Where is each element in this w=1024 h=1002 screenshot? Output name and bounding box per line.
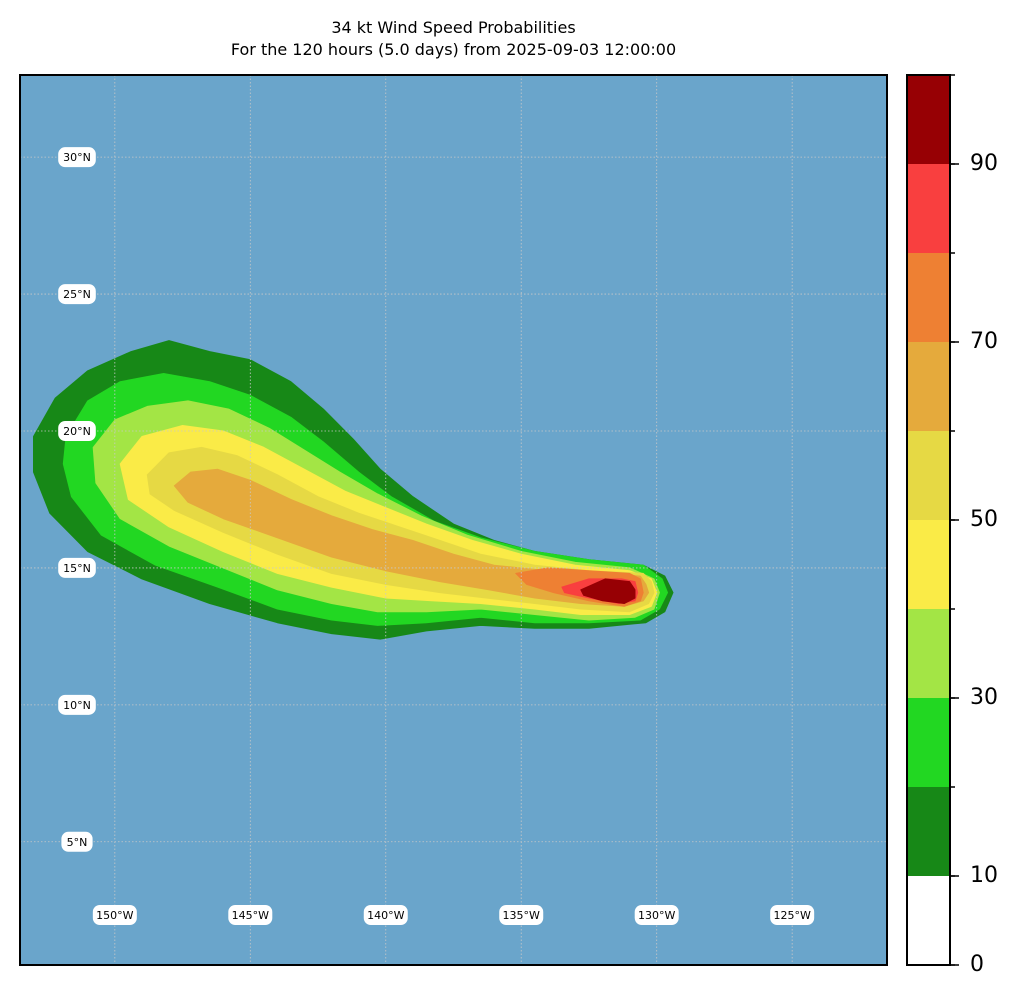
coordinate-labels: 30°N 25°N 20°N 15°N 10°N 5°N 150°W 145°W 140°W 13… <box>58 147 815 925</box>
colorbar-segment <box>907 787 950 876</box>
lon-label-box <box>634 905 679 925</box>
contour-90 <box>580 578 636 604</box>
lat-label-box <box>58 421 96 441</box>
lon-label-box <box>499 905 544 925</box>
colorbar-segment <box>907 698 950 787</box>
lon-label: 130°W <box>638 909 675 922</box>
lon-label: 135°W <box>503 909 540 922</box>
lat-label: 5°N <box>67 836 88 849</box>
colorbar-tick-label: 30 <box>970 685 998 710</box>
colorbar-tick-label: 10 <box>970 863 998 888</box>
colorbar-tick-label: 50 <box>970 507 998 532</box>
colorbar-tick-label: 0 <box>970 952 984 977</box>
lon-label: 125°W <box>773 909 810 922</box>
lat-label: 15°N <box>63 562 91 575</box>
lat-label-box <box>58 147 96 168</box>
map-frame <box>19 74 888 966</box>
lon-label: 140°W <box>367 909 404 922</box>
lon-label-box <box>770 905 815 925</box>
colorbar-segment <box>907 75 950 164</box>
colorbar-segment <box>907 253 950 342</box>
colorbar-tick-label: 70 <box>970 329 998 354</box>
colorbar-segment <box>907 876 950 965</box>
colorbar-segment <box>907 431 950 520</box>
lat-label-box <box>61 831 93 852</box>
colorbar-segment <box>907 164 950 253</box>
lat-label-box <box>58 694 96 715</box>
gridlines <box>20 75 887 965</box>
lon-label: 145°W <box>232 909 269 922</box>
lon-label-box <box>92 905 137 925</box>
lon-label: 150°W <box>96 909 133 922</box>
chart-title: 34 kt Wind Speed Probabilities <box>331 18 576 37</box>
chart-subtitle: For the 120 hours (5.0 days) from 2025-0… <box>230 40 677 59</box>
colorbar-tick-label: 90 <box>970 151 998 176</box>
lat-label: 25°N <box>63 288 91 301</box>
colorbar-frame <box>906 74 951 966</box>
colorbar <box>907 74 959 966</box>
lat-label: 20°N <box>63 425 91 438</box>
lon-label-box <box>228 905 273 925</box>
lat-label: 10°N <box>63 699 91 712</box>
colorbar-segment <box>907 609 950 698</box>
lat-label-box <box>58 557 96 578</box>
colorbar-segment <box>907 342 950 431</box>
lat-label-box <box>58 284 96 305</box>
lat-label: 30°N <box>63 151 91 164</box>
colorbar-segment <box>907 520 950 609</box>
lon-label-box <box>363 905 408 925</box>
probability-contours <box>33 340 674 640</box>
